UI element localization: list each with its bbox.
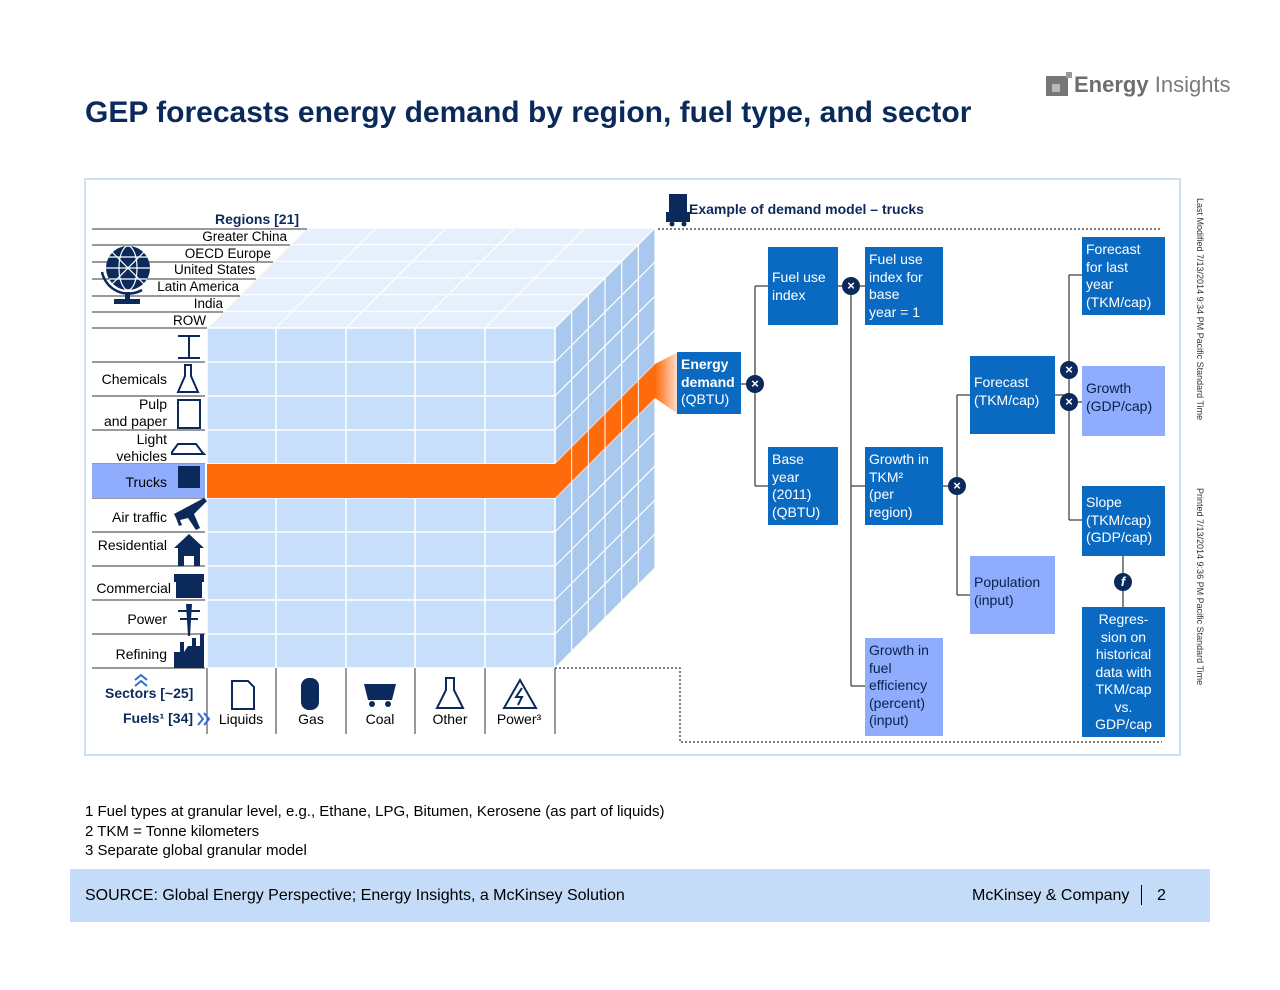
fuel-label: Other xyxy=(432,711,468,727)
diagram-frame xyxy=(84,178,1181,756)
sector-label: Light vehicles xyxy=(116,431,167,464)
multiply-operator-icon: × xyxy=(948,477,966,495)
shop-icon xyxy=(174,574,204,598)
model-title: Example of demand model – trucks xyxy=(689,201,924,217)
jerrycan-icon xyxy=(231,680,255,710)
forecast-last-year-box: Forecast for last year (TKM/cap) xyxy=(1082,237,1165,315)
car-icon xyxy=(171,443,207,455)
cube-grid-line xyxy=(554,329,656,431)
population-box: Population (input) xyxy=(970,556,1055,634)
cube-grid-line xyxy=(554,261,656,363)
footnote: 2 TKM = Tonne kilometers xyxy=(85,823,260,840)
cube-grid-line xyxy=(206,227,308,329)
cube-grid-line xyxy=(554,567,656,669)
sectors-chevron-icon xyxy=(134,673,148,687)
footnote: 1 Fuel types at granular level, e.g., Et… xyxy=(85,803,665,820)
fuel-label: Power³ xyxy=(496,711,542,727)
multiply-operator-icon: × xyxy=(1060,361,1078,379)
forecast-box: Forecast (TKM/cap) xyxy=(970,356,1055,434)
sector-label: Trucks xyxy=(125,474,167,490)
base-year-box: Base year (2011) (QBTU) xyxy=(768,447,838,525)
fuel-use-index-box: Fuel use index xyxy=(768,247,838,325)
steel-beam-icon xyxy=(178,335,200,359)
fuel-use-base-box: Fuel use index for base year = 1 xyxy=(865,247,943,325)
house-icon xyxy=(174,534,204,566)
trucks-row-highlight xyxy=(207,464,555,498)
multiply-operator-icon: × xyxy=(746,375,764,393)
region-label: Latin America xyxy=(157,279,239,294)
fuel-icons xyxy=(231,677,538,710)
sector-label: Air traffic xyxy=(112,509,167,525)
region-label: India xyxy=(193,296,223,311)
regions-title: Regions [21] xyxy=(215,211,300,227)
sector-label: Chemicals xyxy=(101,371,167,387)
fuel-rules xyxy=(206,668,556,734)
cube-grid-line xyxy=(554,295,656,397)
cube-grid-line xyxy=(554,465,656,567)
fuel-label: Gas xyxy=(298,711,324,727)
page-number: 2 xyxy=(1157,887,1166,904)
printed-note: Printed 7/13/2014 9:36 PM Pacific Standa… xyxy=(1195,488,1205,686)
sector-label: Power xyxy=(127,611,167,627)
growth-tkm-box: Growth in TKM² (per region) xyxy=(865,447,943,525)
region-label: Greater China xyxy=(202,229,287,244)
other-flask-icon xyxy=(435,677,465,709)
globe-icon xyxy=(100,245,150,304)
region-label: United States xyxy=(173,262,255,277)
model-bracket-bottom xyxy=(555,667,1162,743)
function-operator-icon: f xyxy=(1114,573,1132,591)
energy-demand-box: Energy demand (QBTU) xyxy=(677,352,741,414)
last-modified-note: Last Modified 7/13/2014 9:34 PM Pacific … xyxy=(1195,198,1205,421)
sector-label: Residential xyxy=(97,537,167,553)
footer-separator xyxy=(1141,885,1142,905)
multiply-operator-icon: × xyxy=(842,277,860,295)
energy-insights-logo-icon xyxy=(1046,72,1072,96)
coal-cart-icon xyxy=(364,684,396,700)
region-label: ROW xyxy=(173,313,206,328)
power-warning-icon xyxy=(502,677,538,709)
page-title: GEP forecasts energy demand by region, f… xyxy=(85,96,972,129)
company-name: McKinsey & Company xyxy=(972,887,1130,904)
sector-label: Commercial xyxy=(96,580,171,596)
fuel-label: Coal xyxy=(365,711,395,727)
source-text: SOURCE: Global Energy Perspective; Energ… xyxy=(85,887,625,904)
refinery-icon xyxy=(174,634,204,668)
cube-grid-line xyxy=(275,227,377,329)
cube-grid-line xyxy=(554,227,656,329)
growth-fuel-efficiency-box: Growth in fuel efficiency (percent) (inp… xyxy=(865,638,943,736)
model-truck-icon xyxy=(666,194,690,227)
footer-bar xyxy=(70,869,1210,922)
trucks-connector xyxy=(655,352,678,414)
cube-grid-line xyxy=(345,227,447,329)
sector-label: Refining xyxy=(115,646,167,662)
multiply-operator-icon: × xyxy=(1060,393,1078,411)
power-pylon-icon xyxy=(178,604,200,636)
sector-icons-filled xyxy=(174,466,207,668)
cube-grid-line xyxy=(484,227,586,329)
airplane-icon xyxy=(174,498,207,530)
truck-icon xyxy=(178,466,200,488)
fuel-label: Liquids xyxy=(218,711,264,727)
fuels-chevron-icon xyxy=(197,712,211,726)
sector-label: Pulp and paper xyxy=(103,396,167,429)
paper-icon xyxy=(177,399,201,429)
sectors-label: Sectors [~25] xyxy=(105,685,194,701)
regression-box: Regres- sion on historical data with TKM… xyxy=(1082,607,1165,737)
region-label: OECD Europe xyxy=(184,246,271,261)
cube-grid-line xyxy=(554,533,656,635)
logo-wordmark: Energy Insights xyxy=(1074,72,1231,97)
sector-icons xyxy=(171,335,207,455)
footnote: 3 Separate global granular model xyxy=(85,842,307,859)
cube-grid-line xyxy=(414,227,516,329)
cube-grid-line xyxy=(554,431,656,533)
cube-grid-line xyxy=(554,499,656,601)
growth-gdp-box: Growth (GDP/cap) xyxy=(1082,366,1165,436)
gas-cylinder-icon xyxy=(301,678,319,710)
fuels-label: Fuels¹ [34] xyxy=(123,710,194,726)
slope-box: Slope (TKM/cap) (GDP/cap) xyxy=(1082,486,1165,556)
flask-icon xyxy=(176,364,200,393)
